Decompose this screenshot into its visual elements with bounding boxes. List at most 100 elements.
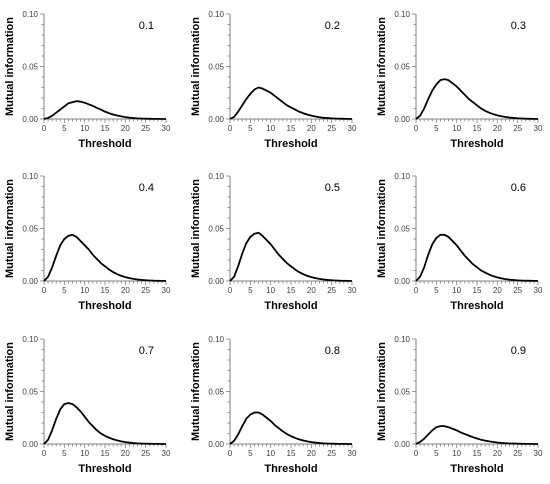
- x-tick-label: 15: [287, 449, 296, 458]
- y-tick-label: 0.05: [22, 225, 38, 234]
- x-axis-title: Threshold: [78, 300, 131, 312]
- x-tick-label: 0: [42, 124, 47, 133]
- x-tick-label: 25: [141, 286, 150, 295]
- y-tick-label: 0.05: [208, 388, 224, 397]
- x-tick-label: 25: [327, 286, 336, 295]
- x-tick-label: 25: [513, 124, 522, 133]
- series-line: [229, 411, 352, 445]
- x-tick-label: 25: [141, 449, 150, 458]
- x-axis-title: Threshold: [450, 300, 503, 312]
- y-tick-label: 0.00: [22, 440, 38, 449]
- x-tick-label: 30: [348, 124, 357, 133]
- series-line: [229, 231, 353, 282]
- x-tick-label: 10: [80, 286, 89, 295]
- y-axis-title: Mutual information: [190, 17, 202, 116]
- x-tick-label: 10: [266, 449, 275, 458]
- y-tick-label: 0.05: [394, 63, 410, 72]
- x-axis-title: Threshold: [450, 138, 503, 150]
- x-tick-label: 25: [327, 124, 336, 133]
- y-tick-label: 0.05: [208, 63, 224, 72]
- y-tick-label: 0.05: [22, 63, 38, 72]
- x-tick-label: 0: [42, 286, 47, 295]
- y-axis-title: Mutual information: [4, 17, 16, 116]
- y-tick-label: 0.00: [22, 277, 38, 286]
- x-tick-label: 0: [228, 449, 233, 458]
- y-tick-label: 0.10: [22, 10, 38, 19]
- panel-label: 0.2: [325, 20, 340, 32]
- panel-label: 0.8: [325, 345, 340, 357]
- panel-label: 0.3: [511, 20, 526, 32]
- x-axis-title: Threshold: [450, 463, 503, 475]
- x-tick-label: 20: [493, 124, 502, 133]
- y-tick-label: 0.00: [394, 115, 410, 124]
- y-tick-label: 0.00: [208, 277, 224, 286]
- x-tick-label: 5: [62, 449, 67, 458]
- y-tick-label: 0.05: [22, 388, 38, 397]
- x-tick-label: 25: [513, 286, 522, 295]
- x-tick-label: 30: [348, 449, 357, 458]
- x-tick-label: 15: [101, 286, 110, 295]
- chart-panel-6: 0 5 10 15 20 25 30 0.00 0.05 0.10 Threshold Mutual …: [376, 172, 543, 312]
- y-tick-label: 0.10: [22, 172, 38, 181]
- x-tick-label: 15: [287, 286, 296, 295]
- x-tick-label: 20: [307, 449, 316, 458]
- y-tick-label: 0.00: [22, 115, 38, 124]
- series-line: [229, 86, 353, 120]
- chart-panel-1: 0 5 10 15 20 25 30 0.00 0.05 0.10 Threshold Mutual …: [4, 10, 171, 150]
- x-tick-label: 30: [534, 449, 543, 458]
- x-tick-label: 0: [228, 286, 233, 295]
- x-tick-label: 10: [80, 449, 89, 458]
- x-tick-label: 20: [307, 124, 316, 133]
- panel-label: 0.5: [325, 182, 340, 194]
- y-axis-title: Mutual information: [376, 17, 388, 116]
- chart-panel-7: 0 5 10 15 20 25 30 0.00 0.05 0.10 Threshold Mutual …: [4, 335, 171, 475]
- x-tick-label: 15: [101, 124, 110, 133]
- x-axis-title: Threshold: [264, 300, 317, 312]
- y-tick-label: 0.10: [394, 10, 410, 19]
- x-tick-label: 30: [348, 286, 357, 295]
- y-tick-label: 0.05: [394, 388, 410, 397]
- chart-panel-9: 0 5 10 15 20 25 30 0.00 0.05 0.10 Threshold Mutual …: [376, 335, 543, 475]
- y-tick-label: 0.00: [394, 277, 410, 286]
- x-tick-label: 15: [473, 286, 482, 295]
- y-tick-label: 0.10: [208, 172, 224, 181]
- x-tick-label: 15: [101, 449, 110, 458]
- x-axis-title: Threshold: [78, 463, 131, 475]
- series-line: [415, 425, 538, 445]
- x-tick-label: 25: [513, 449, 522, 458]
- series-line: [415, 233, 539, 282]
- x-tick-label: 10: [266, 286, 275, 295]
- x-tick-label: 30: [162, 286, 171, 295]
- x-axis-title: Threshold: [78, 138, 131, 150]
- y-tick-label: 0.00: [208, 115, 224, 124]
- y-axis-title: Mutual information: [376, 179, 388, 278]
- x-tick-label: 0: [414, 124, 419, 133]
- y-tick-label: 0.10: [394, 335, 410, 344]
- y-axis-title: Mutual information: [190, 342, 202, 441]
- x-axis-title: Threshold: [264, 463, 317, 475]
- panel-label: 0.4: [139, 182, 154, 194]
- x-tick-label: 30: [162, 449, 171, 458]
- panel-label: 0.6: [511, 182, 526, 194]
- y-axis-title: Mutual information: [190, 179, 202, 278]
- x-tick-label: 5: [434, 449, 439, 458]
- x-tick-label: 30: [534, 286, 543, 295]
- x-tick-label: 25: [327, 449, 336, 458]
- x-tick-label: 20: [493, 286, 502, 295]
- y-axis-title: Mutual information: [4, 179, 16, 278]
- x-tick-label: 5: [62, 124, 67, 133]
- series-line: [415, 78, 539, 120]
- panel-label: 0.9: [511, 345, 526, 357]
- x-axis-title: Threshold: [264, 138, 317, 150]
- y-tick-label: 0.10: [208, 335, 224, 344]
- chart-panel-8: 0 5 10 15 20 25 30 0.00 0.05 0.10 Threshold Mutual …: [190, 335, 357, 475]
- x-tick-label: 10: [452, 286, 461, 295]
- series-line: [43, 100, 166, 120]
- x-tick-label: 0: [414, 286, 419, 295]
- y-tick-label: 0.05: [208, 225, 224, 234]
- x-tick-label: 10: [266, 124, 275, 133]
- x-tick-label: 0: [228, 124, 233, 133]
- y-tick-label: 0.10: [22, 335, 38, 344]
- x-tick-label: 5: [434, 124, 439, 133]
